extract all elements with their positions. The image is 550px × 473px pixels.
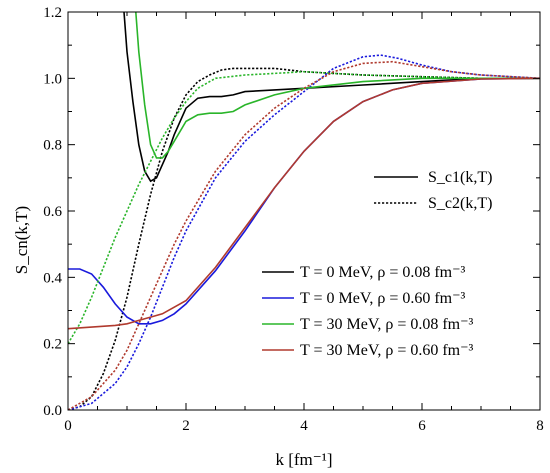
- series-line-7: [68, 77, 540, 330]
- y-tick-label: 0.6: [43, 204, 62, 220]
- series-layer: [68, 12, 540, 410]
- y-tick-label: 0.8: [43, 138, 62, 154]
- y-tick-label: 0.0: [43, 403, 62, 419]
- y-tick-label: 0.2: [43, 337, 62, 353]
- legend-case-label: T = 30 MeV, ρ = 0.08 fm⁻³: [300, 316, 474, 333]
- legend-style-box: S_c1(k,T) S_c2(k,T): [374, 169, 492, 212]
- series-line-1: [123, 12, 540, 183]
- legend-case-label: T = 30 MeV, ρ = 0.60 fm⁻³: [300, 342, 474, 359]
- x-tick-label: 8: [536, 418, 544, 434]
- series-line-8: [68, 60, 540, 410]
- legend-style-label: S_c2(k,T): [428, 195, 492, 212]
- y-tick-labels: 0.0 0.2 0.4 0.6 0.8 1.0 1.2: [43, 5, 62, 419]
- legend-style-label: S_c1(k,T): [428, 169, 492, 186]
- y-tick-label: 1.0: [43, 71, 62, 87]
- x-tick-label: 0: [64, 418, 72, 434]
- x-tick-labels: 0 2 4 6 8: [64, 418, 544, 434]
- legend-case-label: T = 0 MeV, ρ = 0.08 fm⁻³: [300, 264, 466, 281]
- series-line-6: [68, 70, 540, 345]
- series-line-2: [68, 67, 540, 410]
- x-tick-label: 6: [418, 418, 426, 434]
- x-axis-title: k [fm⁻¹]: [275, 450, 332, 469]
- legend-cases-box: T = 0 MeV, ρ = 0.08 fm⁻³ T = 0 MeV, ρ = 0…: [262, 264, 474, 359]
- x-tick-label: 2: [182, 418, 190, 434]
- ticks-layer: [67, 11, 541, 411]
- legend-case-label: T = 0 MeV, ρ = 0.60 fm⁻³: [300, 290, 466, 307]
- y-axis-title: S_cn(k,T): [12, 206, 31, 274]
- y-tick-label: 1.2: [43, 5, 62, 21]
- y-tick-label: 0.4: [43, 270, 62, 286]
- series-line-5: [135, 12, 540, 159]
- series-line-4: [68, 54, 540, 410]
- x-tick-label: 4: [300, 418, 308, 434]
